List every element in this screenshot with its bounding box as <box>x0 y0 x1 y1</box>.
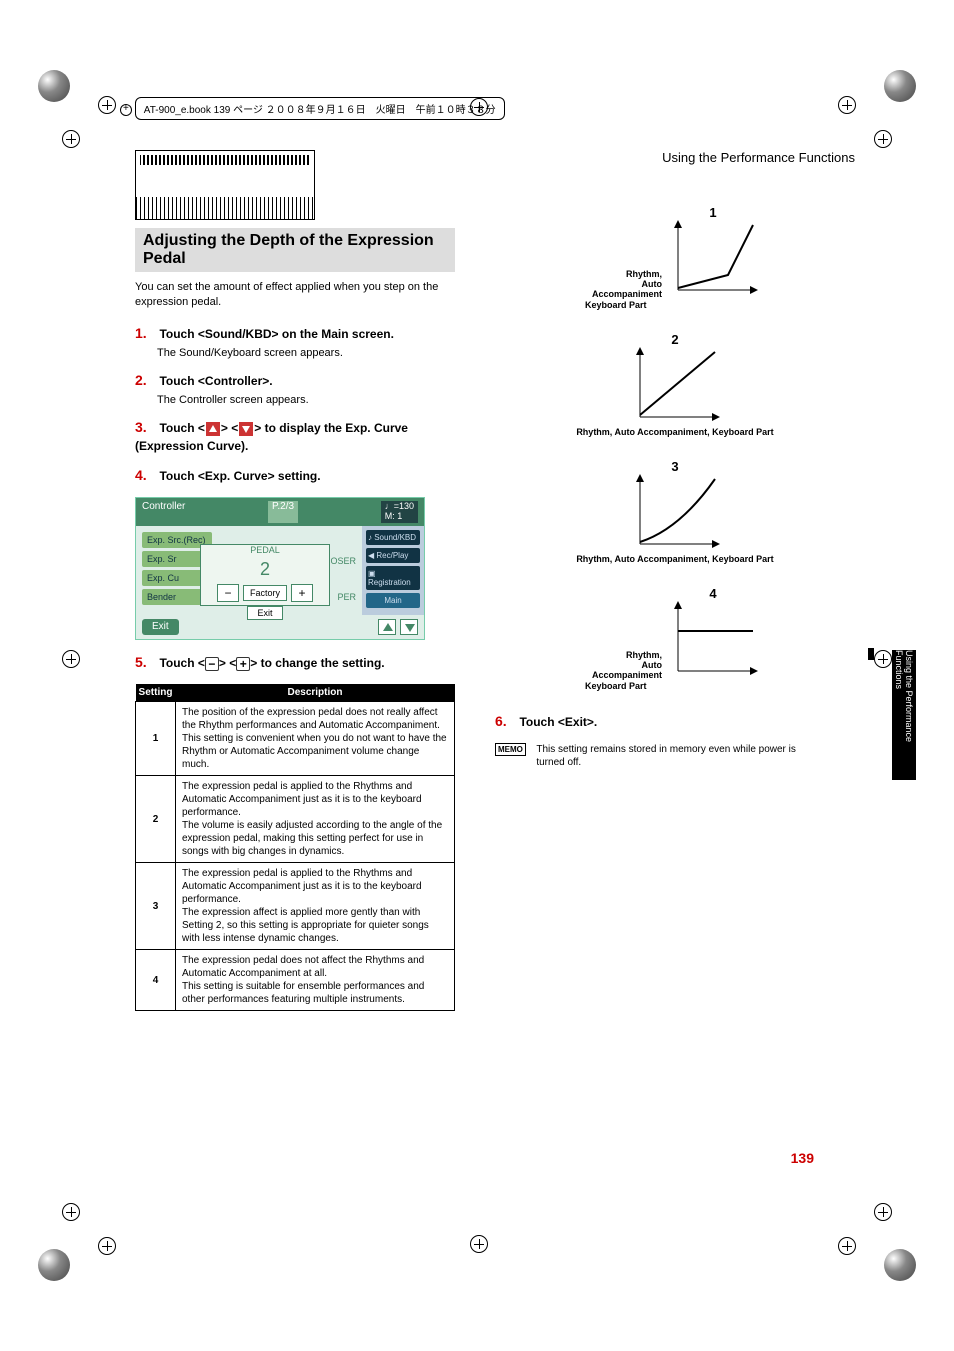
controller-screenshot: Controller P.2/3 ♩=130 M: 1 Exp. Src.(Re… <box>135 497 425 640</box>
crop-mark <box>874 1203 892 1221</box>
nav-down-icon[interactable] <box>400 619 418 635</box>
step-desc: The Controller screen appears. <box>157 393 455 407</box>
side-tab: Using the Performance Functions <box>892 650 916 780</box>
scr-page: P.2/3 <box>268 501 298 523</box>
crop-mark <box>838 1237 856 1255</box>
chapter-title: Using the Performance Functions <box>495 150 855 165</box>
memo-label: MEMO <box>495 743 526 756</box>
curve-4: Rhythm, Auto Accompaniment 4 Keyboard Pa… <box>495 586 855 691</box>
curve-3: 3 Rhythm, Auto Accompaniment, Keyboard P… <box>495 459 855 564</box>
crop-mark <box>98 96 116 114</box>
print-ball <box>38 1249 70 1281</box>
curve-num: 2 <box>495 332 855 347</box>
page-header: AT-900_e.book 139 ページ ２００８年９月１６日 火曜日 午前１… <box>120 97 505 120</box>
x-label: Keyboard Part <box>585 681 855 691</box>
cell-desc: The expression pedal is applied to the R… <box>176 776 455 863</box>
curve-svg <box>630 474 720 554</box>
r: PER <box>337 592 356 602</box>
step-text: Touch <Sound/KBD> on the Main screen. <box>159 327 393 341</box>
cell-num: 2 <box>136 776 176 863</box>
down-arrow-icon <box>239 422 253 436</box>
side-btn[interactable]: ♪ Sound/KBD <box>366 530 420 545</box>
y-label: Rhythm, Auto Accompaniment <box>592 651 662 681</box>
cell-desc: The expression pedal is applied to the R… <box>176 863 455 950</box>
minus-button[interactable]: − <box>217 584 239 602</box>
step-num: 4. <box>135 467 155 483</box>
print-ball <box>884 70 916 102</box>
y-label: Rhythm, Auto Accompaniment <box>592 270 662 300</box>
page-number: 139 <box>791 1150 814 1166</box>
curve-1: Rhythm, Auto Accompaniment 1 Keyboard Pa… <box>495 205 855 310</box>
crop-mark <box>62 650 80 668</box>
factory-button[interactable]: Factory <box>243 585 287 601</box>
curve-num: 1 <box>668 205 758 220</box>
curve-2: 2 Rhythm, Auto Accompaniment, Keyboard P… <box>495 332 855 437</box>
crop-mark <box>874 650 892 668</box>
step-text: Touch <Exit>. <box>519 715 597 729</box>
plus-icon: + <box>236 657 250 671</box>
print-ball <box>38 70 70 102</box>
curve-num: 4 <box>668 586 758 601</box>
keyboard-illustration <box>135 150 315 220</box>
nav-up-icon[interactable] <box>378 619 396 635</box>
crop-mark <box>98 1237 116 1255</box>
memo-text: This setting remains stored in memory ev… <box>536 743 796 769</box>
step-desc: The Sound/Keyboard screen appears. <box>157 346 455 360</box>
step-text: Touch <−> <+> to change the setting. <box>159 656 384 670</box>
cell-num: 4 <box>136 950 176 1011</box>
cell-desc: The position of the expression pedal doe… <box>176 702 455 776</box>
th-setting: Setting <box>136 684 176 702</box>
scr-title: Controller <box>142 501 185 523</box>
cell-num: 3 <box>136 863 176 950</box>
t: Touch < <box>159 656 204 670</box>
cell-desc: The expression pedal does not affect the… <box>176 950 455 1011</box>
header-text: AT-900_e.book 139 ページ ２００８年９月１６日 火曜日 午前１… <box>135 97 505 120</box>
th-desc: Description <box>176 684 455 702</box>
tempo: ♩=130 M: 1 <box>381 501 418 523</box>
curve-svg <box>668 220 758 300</box>
crop-mark <box>470 1235 488 1253</box>
crop-mark <box>838 96 856 114</box>
t: > < <box>221 421 238 435</box>
cap: Rhythm, Auto Accompaniment, Keyboard Par… <box>495 554 855 564</box>
section-title: Adjusting the Depth of the Expression Pe… <box>135 228 455 272</box>
popup: PEDAL 2 − Factory + Exit <box>200 544 330 606</box>
popup-label: PEDAL <box>201 545 329 555</box>
cell-num: 1 <box>136 702 176 776</box>
cap: Rhythm, Auto Accompaniment, Keyboard Par… <box>495 427 855 437</box>
settings-table: Setting Description 1The position of the… <box>135 684 455 1011</box>
up-arrow-icon <box>206 422 220 436</box>
step-text: Touch <Controller>. <box>159 374 272 388</box>
curve-svg <box>668 601 758 681</box>
step-num: 5. <box>135 654 155 670</box>
print-ball <box>884 1249 916 1281</box>
step-num: 1. <box>135 325 155 341</box>
tick <box>868 648 874 660</box>
step-text: Touch <> <> to display the Exp. Curve (E… <box>135 421 408 453</box>
popup-value: 2 <box>201 559 329 580</box>
step-num: 3. <box>135 419 155 435</box>
step-text: Touch <Exp. Curve> setting. <box>159 469 320 483</box>
t: > to change the setting. <box>250 656 384 670</box>
step-num: 6. <box>495 713 515 729</box>
exit-button[interactable]: Exit <box>142 619 179 635</box>
side-btn[interactable]: Main <box>366 593 420 608</box>
t: Touch < <box>159 421 204 435</box>
minus-icon: − <box>205 657 219 671</box>
side-btn[interactable]: ▣ Registration <box>366 566 420 590</box>
crop-mark <box>874 130 892 148</box>
popup-exit-button[interactable]: Exit <box>247 606 283 620</box>
side-btn[interactable]: ◀ Rec/Play <box>366 548 420 563</box>
t: > < <box>219 656 236 670</box>
plus-button[interactable]: + <box>291 584 313 602</box>
x-label: Keyboard Part <box>585 300 855 310</box>
step-num: 2. <box>135 372 155 388</box>
curve-num: 3 <box>495 459 855 474</box>
crop-mark <box>62 130 80 148</box>
intro-text: You can set the amount of effect applied… <box>135 280 455 311</box>
crop-mark <box>62 1203 80 1221</box>
curve-svg <box>630 347 720 427</box>
